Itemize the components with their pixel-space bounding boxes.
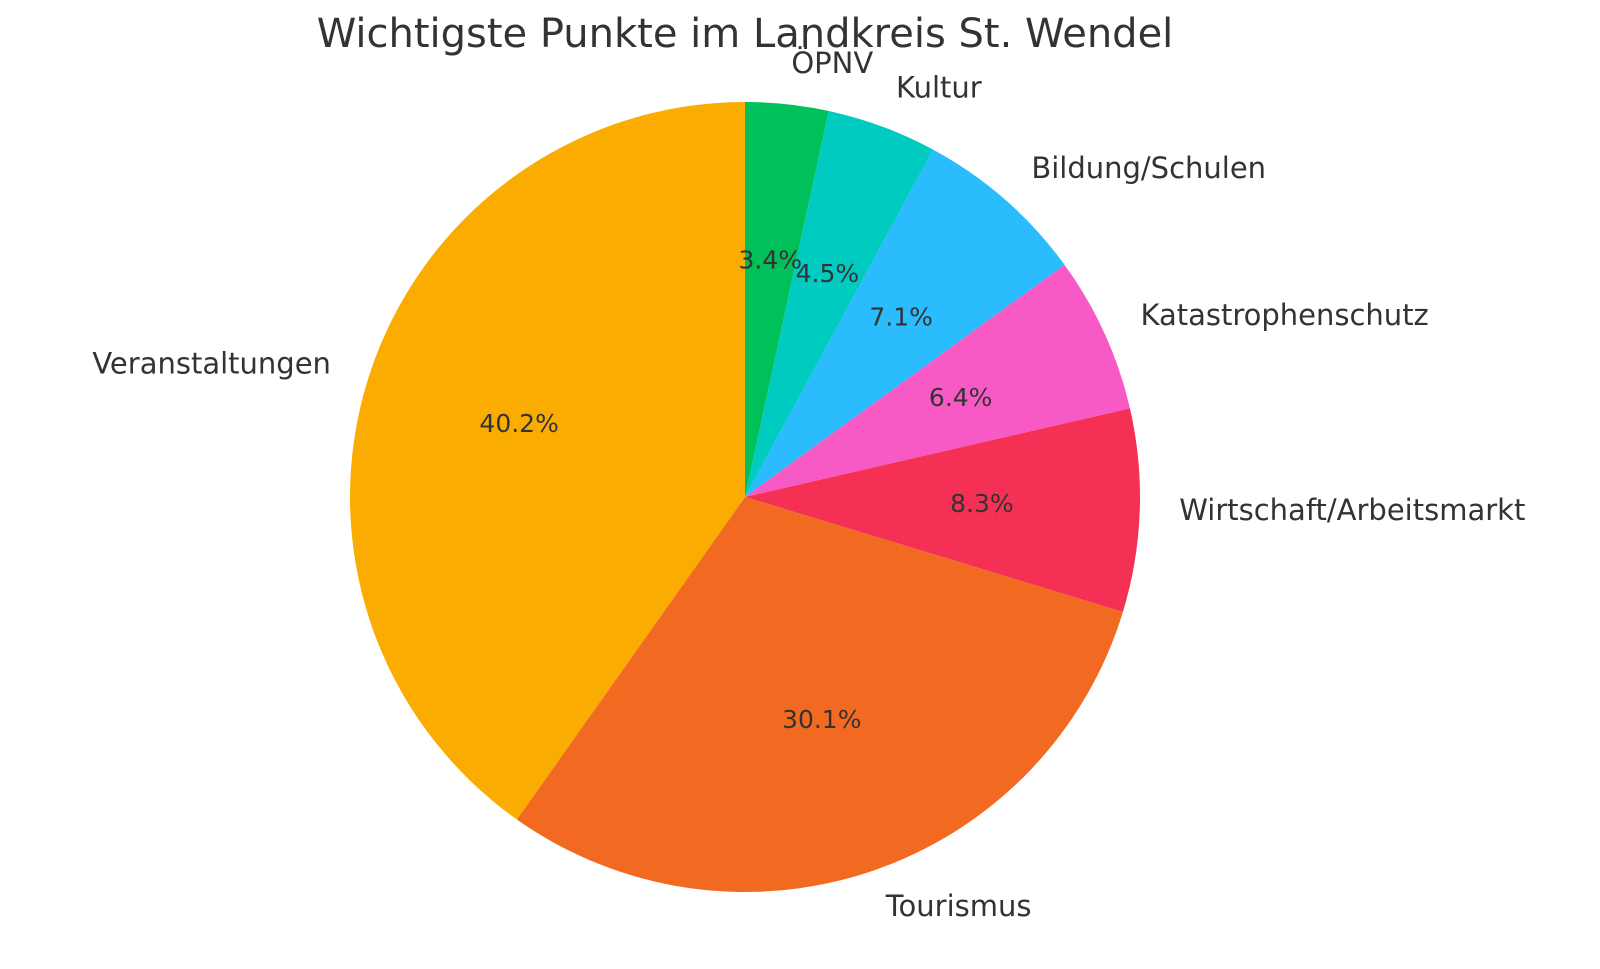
- pie-slice: [745, 102, 829, 497]
- slice-label: Kultur: [896, 71, 982, 105]
- slice-label: ÖPNV: [791, 46, 873, 80]
- chart-title: Wichtigste Punkte im Landkreis St. Wende…: [317, 11, 1174, 57]
- slice-label: Tourismus: [885, 889, 1032, 923]
- pie-slice: [516, 497, 1123, 893]
- percent-label: 3.4%: [739, 245, 803, 274]
- slice-label: Wirtschaft/Arbeitsmarkt: [1179, 493, 1525, 527]
- percent-label: 40.2%: [479, 409, 558, 438]
- pie-slice: [745, 110, 934, 497]
- pie-slice: [745, 408, 1141, 612]
- pie-slice: [349, 102, 745, 820]
- slice-label: Katastrophenschutz: [1140, 298, 1428, 332]
- slice-label: Veranstaltungen: [92, 346, 331, 380]
- percent-label: 6.4%: [929, 383, 993, 412]
- percent-label: 30.1%: [782, 705, 861, 734]
- slice-label: Bildung/Schulen: [1031, 151, 1266, 185]
- pie-slice: [745, 264, 1130, 497]
- pie-slice: [745, 149, 1065, 498]
- percent-label: 7.1%: [869, 303, 933, 332]
- percent-label: 8.3%: [950, 489, 1014, 518]
- percent-label: 4.5%: [796, 259, 860, 288]
